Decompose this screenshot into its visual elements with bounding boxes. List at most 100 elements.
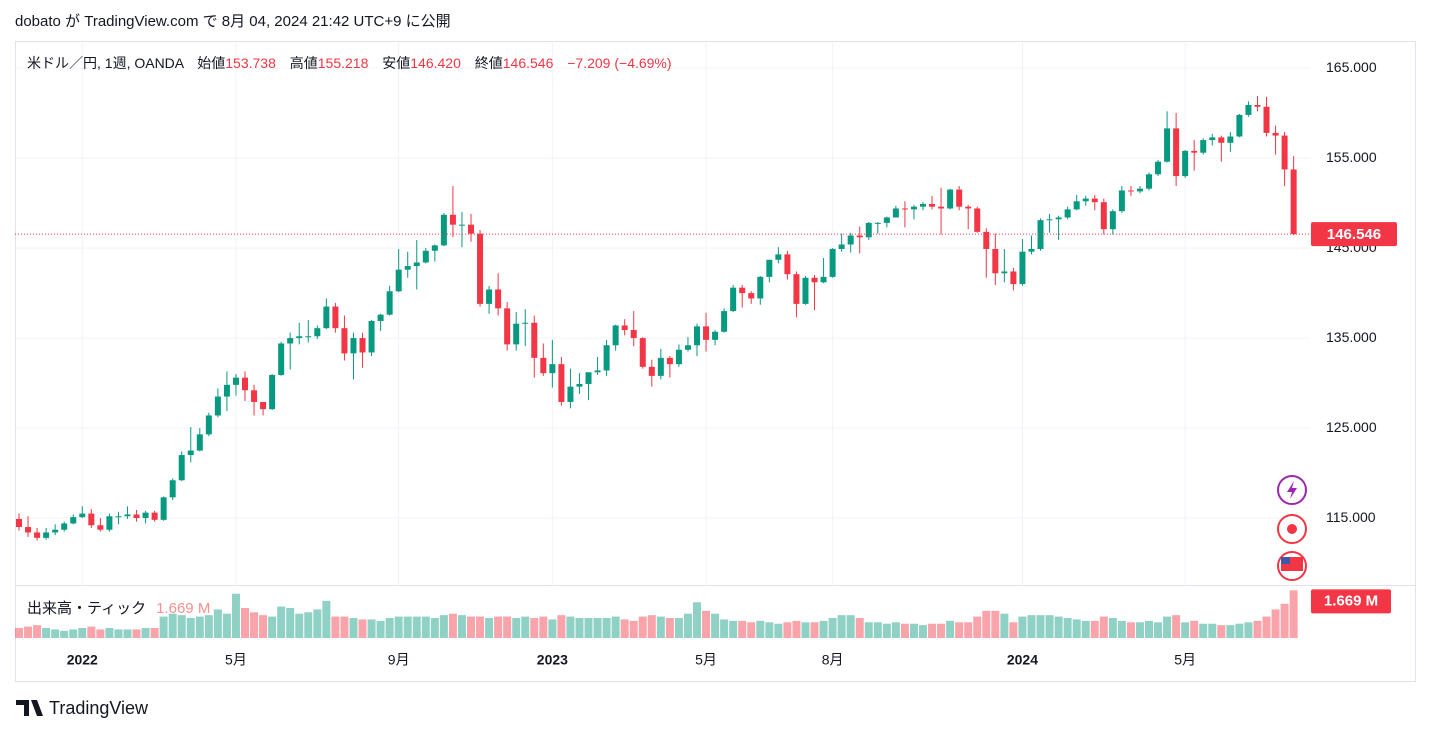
volume-bar	[783, 622, 792, 638]
volume-bar	[168, 613, 177, 638]
candle-body	[422, 250, 429, 263]
candle-body	[730, 287, 737, 312]
volume-bar	[593, 618, 602, 638]
candle-body	[956, 189, 963, 207]
candle-body	[585, 372, 592, 384]
x-tick-label: 9月	[388, 652, 410, 668]
candle-body	[1281, 135, 1288, 170]
candle-body	[648, 366, 655, 376]
candle-body	[612, 325, 619, 346]
candle-body	[1109, 211, 1116, 230]
volume-bar	[394, 616, 403, 638]
candle-body	[892, 208, 899, 218]
volume-bar	[638, 616, 647, 638]
candle-body	[802, 277, 809, 304]
last-price-tag	[1311, 222, 1397, 247]
candle-body	[748, 293, 755, 299]
candle-body	[106, 516, 113, 530]
candle-body	[983, 231, 990, 249]
volume-bar	[213, 609, 222, 638]
volume-bar	[521, 616, 530, 638]
candle-body	[1191, 150, 1198, 153]
candle-body	[232, 377, 239, 385]
volume-bar	[1081, 620, 1090, 638]
brand-logo: TradingView	[16, 698, 149, 718]
candle-body	[793, 274, 800, 304]
candle-body	[1073, 201, 1080, 210]
candle-body	[739, 287, 746, 294]
candle-body	[404, 266, 411, 270]
volume-bar	[268, 616, 277, 638]
candle-body	[1155, 161, 1162, 175]
low-value: 146.420	[410, 55, 461, 71]
volume-bar	[1117, 620, 1126, 638]
candle-body	[1055, 217, 1062, 220]
candle-body	[16, 518, 22, 528]
volume-bar	[1145, 620, 1153, 638]
candle-body	[115, 516, 122, 518]
candle-body	[938, 206, 945, 209]
candle-body	[1263, 106, 1270, 133]
candle-body	[1037, 220, 1044, 249]
candle-body	[70, 517, 77, 524]
candle-body	[567, 386, 574, 402]
candle-body	[1118, 190, 1125, 212]
candle-body	[133, 514, 140, 519]
candle-body	[124, 514, 131, 517]
candle-body	[883, 217, 890, 223]
volume-bar	[1262, 616, 1271, 638]
candle-body	[287, 338, 294, 344]
icon-record-dot	[1287, 524, 1297, 534]
volume-bar	[457, 615, 466, 638]
volume-bar	[846, 615, 855, 638]
volume-bar	[476, 616, 485, 638]
volume-legend: 出来高・ティック 1.669 M	[27, 600, 210, 617]
volume-bar	[123, 629, 132, 638]
candle-body	[694, 326, 700, 346]
grid	[15, 42, 1310, 585]
volume-bar	[973, 616, 982, 638]
symbol: 米ドル／円, 1週, OANDA	[27, 55, 185, 71]
volume-bar	[1208, 623, 1217, 638]
volume-bar	[864, 622, 873, 638]
candle-body	[992, 248, 999, 274]
volume-bar	[557, 615, 566, 638]
icon-flag-canton	[1281, 557, 1290, 564]
x-tick-label: 2022	[67, 652, 98, 668]
candle-body	[1227, 136, 1234, 143]
candle-body	[169, 480, 176, 498]
volume-bar	[674, 618, 683, 638]
volume-value: 1.669 M	[156, 600, 210, 617]
candle-body	[332, 306, 339, 329]
volume-bar	[1135, 622, 1144, 638]
candle-body	[205, 415, 212, 435]
volume-bar	[711, 613, 720, 638]
volume-bar	[412, 616, 421, 638]
candle-body	[242, 377, 248, 391]
candle-body	[151, 512, 158, 520]
volume-bar	[819, 620, 828, 638]
volume-bar	[964, 622, 973, 638]
volume-bar	[132, 629, 141, 638]
candle-body	[865, 222, 872, 238]
candle-body	[811, 277, 818, 283]
volume-bar	[286, 608, 295, 638]
volume-bar	[87, 626, 96, 638]
volume-bar	[96, 629, 105, 638]
candle-body	[1082, 198, 1089, 202]
candle-body	[305, 336, 312, 338]
candle-body	[314, 328, 321, 337]
volume-bar	[1108, 618, 1117, 638]
candle-body	[947, 189, 954, 209]
volume-tag	[1311, 589, 1391, 614]
volume-bar	[60, 630, 69, 638]
volume-bar	[891, 622, 900, 638]
open-label: 始値	[197, 55, 225, 71]
volume-bar	[683, 613, 692, 638]
chart-frame	[15, 41, 1416, 682]
candle-body	[522, 322, 529, 324]
volume-bar	[1163, 616, 1172, 638]
candle-body	[377, 314, 384, 321]
candle-body	[296, 336, 303, 339]
candle-body	[829, 248, 836, 277]
